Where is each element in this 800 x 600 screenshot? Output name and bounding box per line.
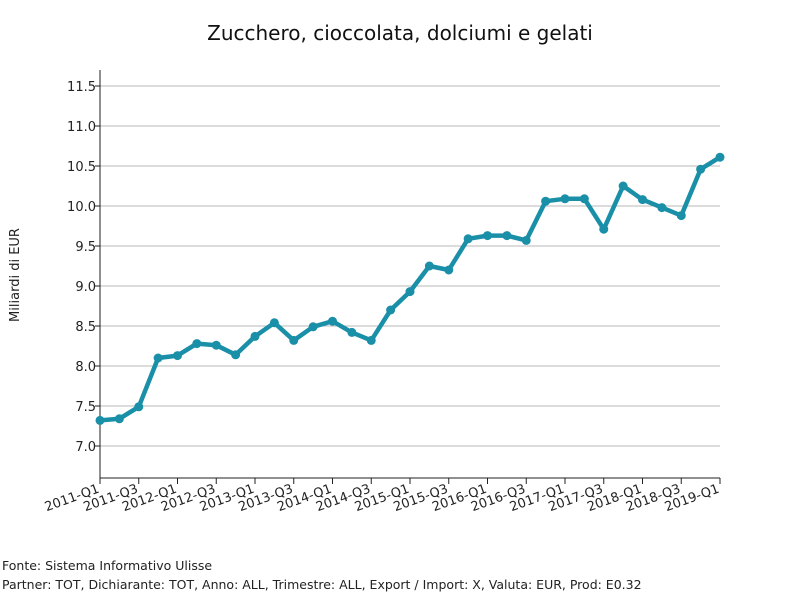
y-tick-label: 7.5 — [75, 400, 96, 415]
y-tick-label: 10.0 — [67, 200, 96, 215]
data-point — [424, 261, 434, 271]
data-point — [444, 265, 454, 275]
data-point — [386, 305, 396, 315]
y-tick-label: 7.0 — [75, 440, 96, 455]
data-point — [715, 152, 725, 162]
data-point — [289, 335, 299, 345]
data-point — [366, 335, 376, 345]
data-point — [560, 194, 570, 204]
y-ticks: 7.0 7.5 8.0 8.5 9.0 9.5 10.0 10.5 11.0 11.5 — [67, 80, 100, 455]
y-tick-label: 9.0 — [75, 280, 96, 295]
data-point — [502, 231, 512, 241]
data-point — [250, 331, 260, 341]
data-point — [153, 353, 163, 363]
data-point — [483, 231, 492, 241]
y-axis-label: Miliardi di EUR — [8, 228, 23, 322]
y-tick-label: 9.5 — [75, 240, 96, 255]
y-tick-label: 10.5 — [67, 160, 96, 175]
data-point — [521, 235, 531, 245]
data-point — [676, 211, 686, 221]
data-point — [696, 164, 706, 174]
gridlines — [100, 85, 720, 447]
axes — [99, 70, 720, 479]
y-tick-label: 11.0 — [67, 120, 96, 135]
footer-source: Fonte: Sistema Informativo Ulisse — [2, 558, 213, 573]
data-point — [599, 224, 609, 234]
data-point — [328, 316, 337, 326]
data-point — [308, 322, 318, 332]
data-point — [579, 194, 589, 204]
data-point — [173, 351, 182, 361]
data-point — [114, 414, 124, 424]
series — [95, 152, 725, 425]
x-ticks: 2011-Q12011-Q32012-Q12012-Q32013-Q12013-… — [43, 478, 721, 515]
data-point — [638, 195, 647, 205]
data-point — [405, 287, 415, 297]
data-point — [657, 203, 667, 213]
data-point — [211, 340, 221, 350]
data-point — [463, 234, 473, 244]
data-point — [541, 196, 551, 206]
data-point — [192, 339, 202, 349]
y-tick-label: 8.0 — [75, 360, 96, 375]
y-tick-label: 11.5 — [67, 80, 96, 95]
data-point — [618, 181, 628, 191]
data-point — [347, 327, 357, 337]
data-point — [231, 350, 241, 360]
data-point — [269, 318, 279, 328]
chart-title: Zucchero, cioccolata, dolciumi e gelati — [207, 21, 593, 45]
y-tick-label: 8.5 — [75, 320, 96, 335]
data-point — [95, 415, 105, 425]
data-point — [134, 402, 144, 412]
footer-details: Partner: TOT, Dichiarante: TOT, Anno: AL… — [2, 577, 642, 592]
